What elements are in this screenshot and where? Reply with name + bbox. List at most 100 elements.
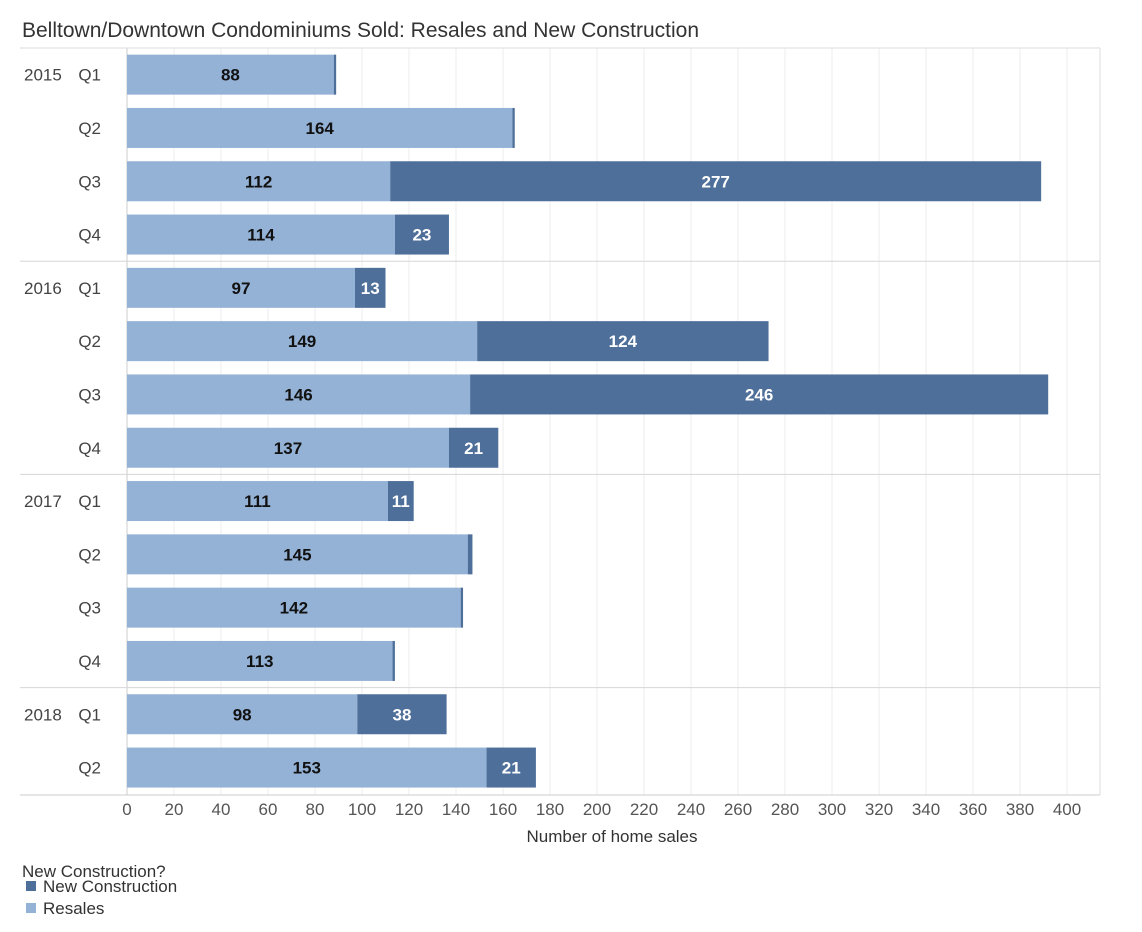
quarter-label: Q1 [78,492,101,511]
x-tick-label: 220 [630,800,658,819]
bar-new-construction [333,54,337,95]
legend-swatch [26,903,36,913]
bar-label-new-construction: 21 [502,759,521,778]
bar-label-new-construction: 21 [464,439,483,458]
quarter-label: Q2 [78,759,101,778]
bar-resales [127,587,461,628]
x-tick-label: 0 [122,800,131,819]
bar-resales [127,640,393,681]
bar-new-construction [460,587,464,628]
bar-new-construction [512,107,515,148]
legend-swatch [26,881,36,891]
x-axis: 0 20 40 60 80 100 120 140 160 180 200 220 240 260 280 3… [20,794,1100,819]
quarter-label: Q4 [78,439,101,458]
x-axis-title: Number of home sales [526,827,697,846]
bar-label-resales: 113 [246,652,273,671]
bar-resales [127,54,334,95]
legend-item-label: New Construction [43,877,177,896]
x-tick-label: 100 [348,800,376,819]
bar-label-new-construction: 246 [745,385,773,404]
bar-resales [127,694,358,735]
x-tick-label: 120 [395,800,423,819]
group-separators [20,47,1101,795]
bar-label-new-construction: 124 [609,332,638,351]
bar-new-construction [392,640,395,681]
x-tick-label: 40 [212,800,231,819]
bar-label-resales: 114 [247,226,275,245]
bar-resales [127,481,388,522]
x-tick-label: 140 [442,800,470,819]
x-tick-label: 340 [912,800,940,819]
x-tick-label: 360 [959,800,987,819]
bar-resales [127,214,395,255]
bar-label-new-construction: 11 [392,492,410,511]
bar-label-resales: 149 [288,332,316,351]
grid [126,48,1068,795]
bar-resales [127,374,471,415]
bar-resales [127,161,391,202]
bar-label-resales: 145 [283,545,311,564]
bar-resales [127,427,449,468]
bar-resales [127,534,468,575]
quarter-label: Q1 [78,66,101,85]
quarter-label: Q2 [78,545,101,564]
x-tick-label: 400 [1053,800,1081,819]
bar-resales [127,267,355,308]
x-tick-label: 80 [306,800,325,819]
bar-resales [127,747,487,788]
quarter-label: Q4 [78,652,101,671]
bar-new-construction [354,267,386,308]
bar-new-construction [470,374,1049,415]
bar-resales [127,321,478,362]
bar-label-new-construction: 13 [361,279,380,298]
bar-label-new-construction: 277 [701,172,729,191]
bar-label-new-construction: 23 [412,226,431,245]
quarter-label: Q3 [78,385,101,404]
year-label: 2017 [24,492,62,511]
legend-item-label: Resales [43,899,104,918]
quarter-label: Q3 [78,172,101,191]
bar-resales [127,107,513,148]
bar-label-new-construction: 38 [392,705,411,724]
quarter-label: Q1 [78,705,101,724]
legend: New Construction Resales [26,877,177,918]
bar-new-construction [387,481,414,522]
x-tick-label: 20 [165,800,184,819]
x-tick-label: 380 [1006,800,1034,819]
bar-label-resales: 98 [233,705,252,724]
x-tick-label: 240 [677,800,705,819]
x-tick-label: 200 [583,800,611,819]
quarter-label: Q4 [78,226,101,245]
bar-new-construction [394,214,449,255]
bar-new-construction [486,747,536,788]
x-tick-label: 260 [724,800,752,819]
bar-label-resales: 153 [293,759,321,778]
quarter-label: Q1 [78,279,101,298]
x-tick-label: 300 [818,800,846,819]
x-tick-label: 180 [536,800,564,819]
x-tick-label: 60 [259,800,278,819]
quarter-label: Q3 [78,599,101,618]
bar-new-construction [477,321,769,362]
bar-new-construction [390,161,1042,202]
year-label: 2016 [24,279,62,298]
bar-label-resales: 142 [280,599,308,618]
x-tick-label: 280 [771,800,799,819]
quarter-label: Q2 [78,332,101,351]
bar-label-resales: 164 [306,119,335,138]
x-tick-label: 320 [865,800,893,819]
x-tick-label: 160 [489,800,517,819]
bar-new-construction [467,534,473,575]
quarter-label: Q2 [78,119,101,138]
year-label: 2015 [24,66,62,85]
bar-label-resales: 137 [274,439,302,458]
bar-label-resales: 97 [232,279,251,298]
bar-label-resales: 146 [284,385,312,404]
bar-label-resales: 111 [244,492,271,511]
bar-label-resales: 112 [245,172,272,191]
bar-new-construction [357,694,447,735]
legend-title: New Construction? [22,862,166,881]
row-labels: 2015 Q1 Q2 Q3 Q4 2016 Q1 Q2 Q3 Q4 2017 Q1 Q2 Q3 Q4 2018… [24,66,101,778]
